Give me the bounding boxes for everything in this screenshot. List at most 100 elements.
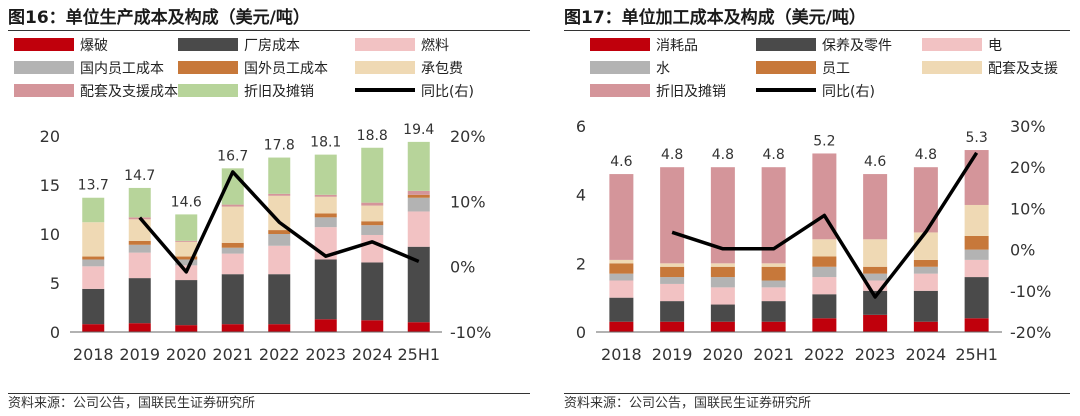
bar-segment — [913, 259, 938, 267]
legend-label: 同比(右) — [421, 84, 474, 100]
y2-tick-label: 0% — [450, 258, 475, 277]
bar-segment — [964, 249, 989, 260]
bar-segment — [268, 234, 291, 246]
bar-segment — [175, 240, 198, 242]
bar-segment — [82, 197, 105, 223]
bar-segment — [964, 318, 989, 332]
bar-segment — [812, 239, 837, 257]
bar-segment — [221, 204, 244, 207]
bar-segment — [361, 262, 384, 321]
bar-segment — [268, 324, 291, 332]
bar-segment — [761, 266, 786, 281]
bar-segment — [361, 147, 384, 203]
bar-segment — [268, 245, 291, 275]
legend-label: 厂房成本 — [244, 38, 300, 54]
x-tick-label: 2018 — [73, 345, 114, 364]
bar-segment — [314, 217, 337, 228]
total-label: 16.7 — [217, 148, 248, 164]
y2-tick-label: 20% — [450, 127, 486, 146]
bar-segment — [314, 319, 337, 332]
x-tick-label: 2018 — [601, 345, 642, 364]
bar-segment — [314, 196, 337, 214]
bar-segment — [268, 195, 291, 231]
legend-label: 国内员工成本 — [80, 61, 164, 77]
total-label: 5.2 — [813, 133, 835, 149]
y2-tick-label: -20% — [1010, 323, 1051, 342]
bar-segment — [660, 321, 685, 332]
bar-segment — [268, 157, 291, 194]
legend-swatch — [355, 61, 415, 74]
y-tick-label: 2 — [576, 254, 586, 273]
bar-segment — [660, 266, 685, 278]
yoy-line — [671, 151, 979, 299]
bar-segment — [660, 263, 685, 267]
bar-segment — [812, 294, 837, 319]
bar-segment — [609, 273, 634, 281]
bar-segment — [863, 174, 888, 240]
legend-swatch — [14, 38, 74, 51]
bar-segment — [710, 277, 735, 288]
bar-segment — [268, 230, 291, 234]
bar-segment — [913, 290, 938, 322]
bar-segment — [82, 222, 105, 257]
x-tick-label: 2019 — [119, 345, 160, 364]
legend-label: 电 — [988, 38, 1002, 54]
figure-title: 图16：单位生产成本及构成（美元/吨） — [8, 8, 310, 28]
legend-swatch — [178, 38, 238, 51]
legend-swatch — [756, 38, 816, 51]
x-tick-label: 2021 — [753, 345, 794, 364]
bar-segment — [82, 256, 105, 260]
total-label: 4.8 — [762, 147, 784, 163]
total-label: 14.6 — [171, 194, 202, 210]
bar-segment — [710, 263, 735, 267]
bar-segment — [964, 259, 989, 278]
bar-segment — [913, 273, 938, 291]
bar-segment — [221, 324, 244, 332]
total-label: 14.7 — [124, 168, 155, 184]
bar-segment — [128, 252, 151, 279]
bar-segment — [761, 280, 786, 288]
total-label: 18.8 — [357, 128, 388, 144]
source-note: 资料来源：公司公告，国联民生证券研究所 — [564, 393, 1070, 414]
y2-tick-label: -10% — [450, 323, 491, 342]
legend-label: 同比(右) — [822, 84, 875, 100]
title-rule — [564, 30, 1070, 31]
bar-segment — [314, 213, 337, 218]
title-rule — [8, 30, 530, 31]
bar-segment — [82, 266, 105, 289]
total-label: 18.1 — [310, 135, 341, 151]
y2-tick-label: 10% — [1010, 199, 1046, 218]
bar-segment — [175, 325, 198, 332]
legend-label: 燃料 — [421, 37, 449, 54]
total-label: 13.7 — [78, 178, 109, 194]
bar-segment — [660, 167, 685, 264]
legend-swatch — [922, 61, 982, 74]
bar-segment — [407, 246, 430, 323]
bar-segment — [964, 235, 989, 250]
legend-swatch — [14, 84, 74, 97]
y2-tick-label: 30% — [1010, 117, 1046, 136]
y2-tick-label: -10% — [1010, 282, 1051, 301]
figure-17-panel: 图17：单位加工成本及构成（美元/吨） 消耗品 保养及零件 电水 员工 配套及支援 折旧及… — [556, 0, 1080, 416]
bar-segment — [761, 321, 786, 332]
bar-segment — [128, 240, 151, 245]
bar-segment — [175, 280, 198, 326]
x-tick-label: 2022 — [804, 345, 845, 364]
bar-segment — [361, 221, 384, 226]
x-tick-label: 25H1 — [955, 345, 998, 364]
bar-segment — [407, 211, 430, 247]
bar-segment — [761, 263, 786, 267]
bar-segment — [913, 232, 938, 260]
y-tick-label: 10 — [40, 225, 60, 244]
y-tick-label: 6 — [576, 117, 586, 136]
y2-tick-label: 20% — [1010, 158, 1046, 177]
bar-segment — [361, 225, 384, 235]
bar-segment — [609, 321, 634, 332]
x-tick-label: 2020 — [166, 345, 207, 364]
bar-segment — [361, 205, 384, 222]
bar-segment — [82, 288, 105, 325]
bar-segment — [175, 256, 198, 260]
bar-segment — [761, 301, 786, 322]
bar-segment — [710, 266, 735, 278]
